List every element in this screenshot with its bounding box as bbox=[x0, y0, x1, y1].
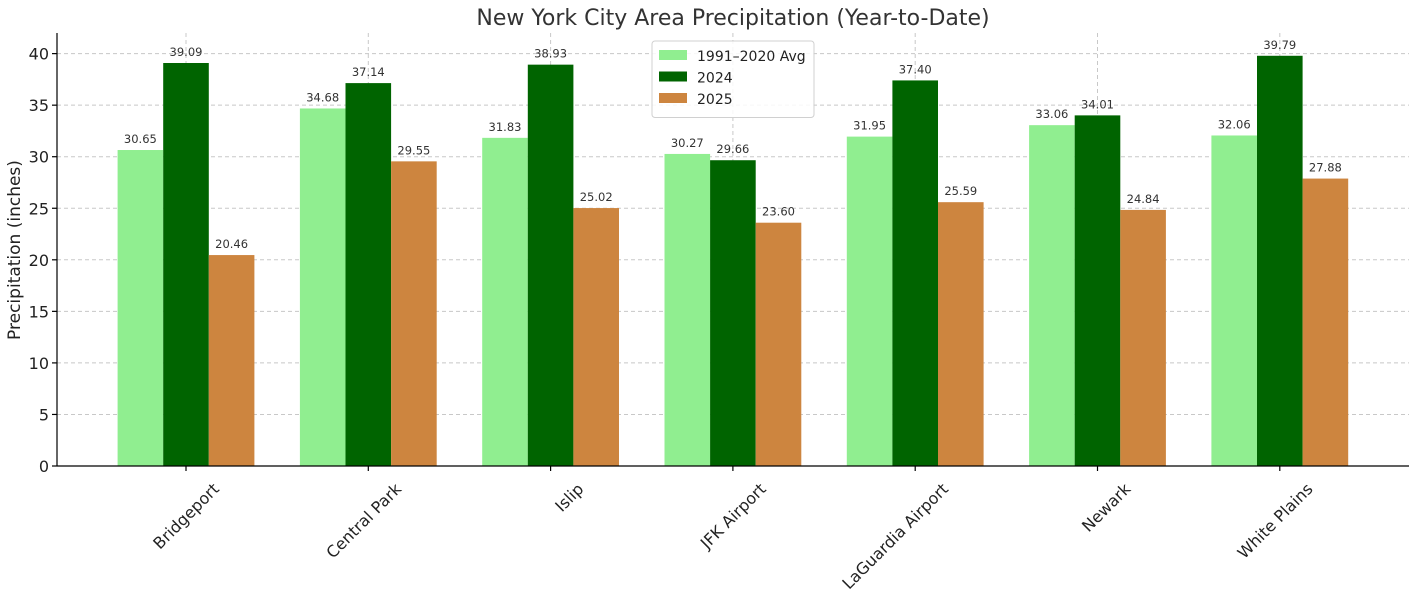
data-label: 25.02 bbox=[580, 190, 613, 204]
legend: 1991–2020 Avg 2024 2025 bbox=[651, 40, 815, 118]
legend-label: 1991–2020 Avg bbox=[697, 49, 806, 65]
legend-swatch bbox=[659, 93, 687, 103]
bar bbox=[345, 83, 392, 467]
y-tick-label: 25 bbox=[29, 199, 49, 218]
chart-title: New York City Area Precipitation (Year-t… bbox=[476, 6, 989, 31]
y-tick-label: 35 bbox=[29, 96, 49, 115]
bar bbox=[938, 202, 984, 466]
data-label: 23.60 bbox=[762, 205, 795, 219]
bar bbox=[573, 208, 619, 466]
x-tick-label: JFK Airport bbox=[696, 479, 770, 553]
bar bbox=[1302, 178, 1349, 466]
bar bbox=[208, 255, 255, 466]
legend-swatch bbox=[659, 71, 687, 82]
x-tick-label: LaGuardia Airport bbox=[838, 479, 952, 593]
y-tick-label: 0 bbox=[39, 457, 49, 476]
legend-swatch bbox=[659, 50, 687, 60]
bar bbox=[391, 161, 437, 466]
bar bbox=[299, 108, 346, 467]
data-label: 29.55 bbox=[397, 143, 430, 157]
data-label: 20.46 bbox=[215, 237, 248, 251]
data-label: 37.40 bbox=[899, 62, 932, 76]
data-label: 30.65 bbox=[124, 132, 157, 146]
x-tick-label: Newark bbox=[1078, 479, 1135, 536]
legend-label: 2024 bbox=[697, 71, 733, 87]
bar bbox=[1074, 115, 1121, 466]
data-label: 33.06 bbox=[1035, 107, 1068, 121]
data-labels: 30.65 39.09 20.46 34.68 37.14 29.55 31.83 38.93… bbox=[124, 38, 1342, 251]
data-label: 24.84 bbox=[1127, 192, 1160, 206]
bar bbox=[755, 222, 802, 466]
bars bbox=[117, 55, 1349, 467]
bar bbox=[846, 136, 893, 466]
bar bbox=[1211, 135, 1257, 466]
bar bbox=[1120, 209, 1166, 466]
data-label: 39.79 bbox=[1263, 38, 1296, 52]
bar bbox=[163, 63, 209, 467]
data-label: 30.27 bbox=[671, 136, 704, 150]
bar bbox=[892, 80, 938, 466]
y-tick-label: 10 bbox=[29, 354, 49, 373]
data-label: 27.88 bbox=[1309, 161, 1342, 175]
x-tick-label: Islip bbox=[551, 479, 587, 515]
bar bbox=[117, 150, 164, 466]
data-label: 31.83 bbox=[489, 120, 522, 134]
x-tick-label: White Plains bbox=[1234, 479, 1317, 562]
data-label: 31.95 bbox=[853, 119, 886, 133]
y-tick-label: 30 bbox=[29, 148, 49, 167]
bar bbox=[1029, 125, 1075, 466]
data-label: 25.59 bbox=[944, 184, 977, 198]
legend-label: 2025 bbox=[697, 92, 733, 108]
x-tick-label: Central Park bbox=[322, 479, 405, 562]
bar bbox=[664, 153, 711, 466]
y-tick-label: 20 bbox=[29, 251, 49, 270]
data-label: 39.09 bbox=[170, 45, 203, 59]
legend-box bbox=[651, 40, 815, 118]
y-tick-label: 5 bbox=[39, 405, 49, 424]
y-tick-label: 40 bbox=[29, 45, 49, 64]
bar bbox=[710, 160, 756, 466]
data-label: 34.68 bbox=[306, 90, 339, 104]
bar bbox=[1257, 55, 1303, 466]
x-tick-label: Bridgeport bbox=[149, 479, 223, 553]
data-label: 29.66 bbox=[716, 142, 749, 156]
bar bbox=[527, 64, 574, 466]
data-label: 32.06 bbox=[1218, 117, 1251, 131]
data-label: 38.93 bbox=[534, 47, 567, 61]
y-axis-label: Precipitation (inches) bbox=[5, 160, 25, 340]
bar bbox=[482, 137, 528, 467]
data-label: 34.01 bbox=[1081, 97, 1114, 111]
y-tick-label: 15 bbox=[29, 302, 49, 321]
data-label: 37.14 bbox=[352, 65, 385, 79]
